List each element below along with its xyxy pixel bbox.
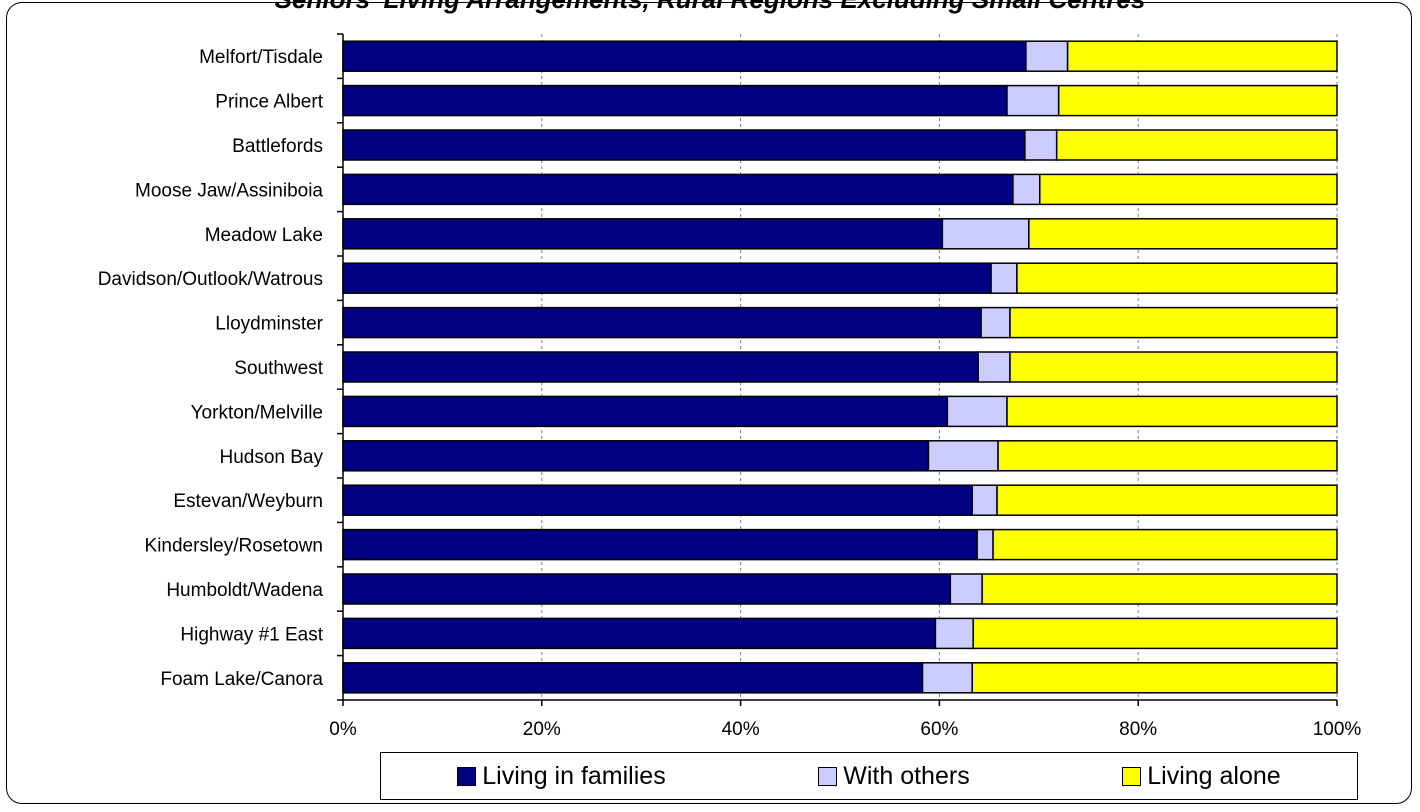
category-label: Battlefords — [232, 136, 323, 157]
bar-segment — [981, 573, 1338, 605]
bar-segment — [921, 662, 973, 694]
category-label: Estevan/Weyburn — [173, 491, 323, 512]
bar-segment — [941, 218, 1030, 250]
x-tick-label: 40% — [722, 719, 760, 740]
bar-segment — [342, 573, 952, 605]
bar-segment — [342, 173, 1014, 206]
bar-segment — [1025, 40, 1069, 72]
legend-swatch-families — [457, 766, 477, 786]
category-label: Hudson Bay — [219, 447, 323, 468]
bar-segment — [972, 617, 1338, 650]
category-labels: Melfort/Tisdale Prince Albert Battlefords M… — [98, 47, 324, 690]
legend-label-families: Living in families — [482, 761, 666, 790]
bar-segment — [946, 395, 1008, 428]
bar-segment — [1006, 395, 1338, 428]
bar-segment — [927, 440, 999, 472]
bar-segment — [996, 484, 1338, 516]
category-label: Melfort/Tisdale — [199, 47, 323, 68]
legend: Living in families With others Living al… — [380, 752, 1358, 800]
bar-segment — [971, 662, 1338, 694]
bar-segment — [342, 262, 992, 294]
bar-segment — [1028, 218, 1338, 250]
x-tick-label: 0% — [329, 719, 357, 740]
bar-segment — [992, 528, 1338, 561]
category-label: Humboldt/Wadena — [166, 580, 323, 601]
chart-frame — [6, 2, 1412, 804]
bar-segment — [1066, 40, 1338, 72]
category-label: Moose Jaw/Assiniboia — [135, 180, 323, 201]
legend-label-others: With others — [843, 761, 970, 790]
bar-segment — [342, 351, 979, 383]
bar-segment — [990, 262, 1018, 294]
bar-segment — [1009, 351, 1338, 383]
category-label: Lloydminster — [215, 314, 323, 335]
bar-segment — [342, 528, 978, 561]
bar-segment — [342, 84, 1008, 117]
bar-segment — [342, 218, 944, 250]
category-label: Prince Albert — [215, 92, 323, 113]
bar-segment — [1006, 84, 1060, 117]
bar-segment — [1024, 129, 1058, 161]
bar-segment — [342, 129, 1026, 161]
axes — [337, 33, 1338, 706]
bar-segment — [342, 395, 949, 428]
bar-segment — [342, 40, 1027, 72]
chart-title: Seniors' Living Arrangements, Rural Regi… — [0, 0, 1420, 15]
bar-segment — [1055, 129, 1338, 161]
bar-segment — [971, 484, 998, 516]
bar-segment — [949, 573, 983, 605]
bar-segment — [1039, 173, 1338, 206]
bar-segment — [1016, 262, 1338, 294]
bar-segment — [977, 351, 1011, 383]
category-label: Highway #1 East — [180, 624, 323, 645]
bar-segment — [342, 306, 982, 339]
x-tick-label: 20% — [523, 719, 561, 740]
x-tick-label: 100% — [1313, 719, 1362, 740]
category-label: Southwest — [234, 358, 323, 379]
bar-segment — [342, 440, 930, 472]
bar-segment — [342, 662, 924, 694]
legend-swatch-alone — [1122, 766, 1142, 786]
bar-segment — [342, 484, 973, 516]
bar-segment — [976, 528, 994, 561]
bar-segment — [342, 617, 937, 650]
bar-segment — [1057, 84, 1338, 117]
category-label: Kindersley/Rosetown — [145, 536, 323, 557]
legend-label-alone: Living alone — [1147, 761, 1281, 790]
x-tick-label: 80% — [1119, 719, 1157, 740]
legend-item-families: Living in families — [457, 761, 666, 791]
category-label: Meadow Lake — [205, 225, 323, 246]
category-label: Davidson/Outlook/Watrous — [98, 269, 323, 290]
legend-item-alone: Living alone — [1122, 761, 1281, 791]
legend-swatch-others — [818, 766, 838, 786]
bar-segment — [1009, 306, 1338, 339]
category-label: Yorkton/Melville — [191, 402, 323, 423]
bar-segment — [934, 617, 974, 650]
x-tick-labels: 0% 20% 40% 60% 80% 100% — [329, 719, 1361, 740]
category-label: Foam Lake/Canora — [160, 669, 323, 690]
bar-segment — [980, 306, 1011, 339]
x-tick-label: 60% — [920, 719, 958, 740]
legend-item-others: With others — [818, 761, 970, 791]
bars — [342, 40, 1338, 694]
bar-segment — [997, 440, 1338, 472]
bar-segment — [1012, 173, 1041, 206]
